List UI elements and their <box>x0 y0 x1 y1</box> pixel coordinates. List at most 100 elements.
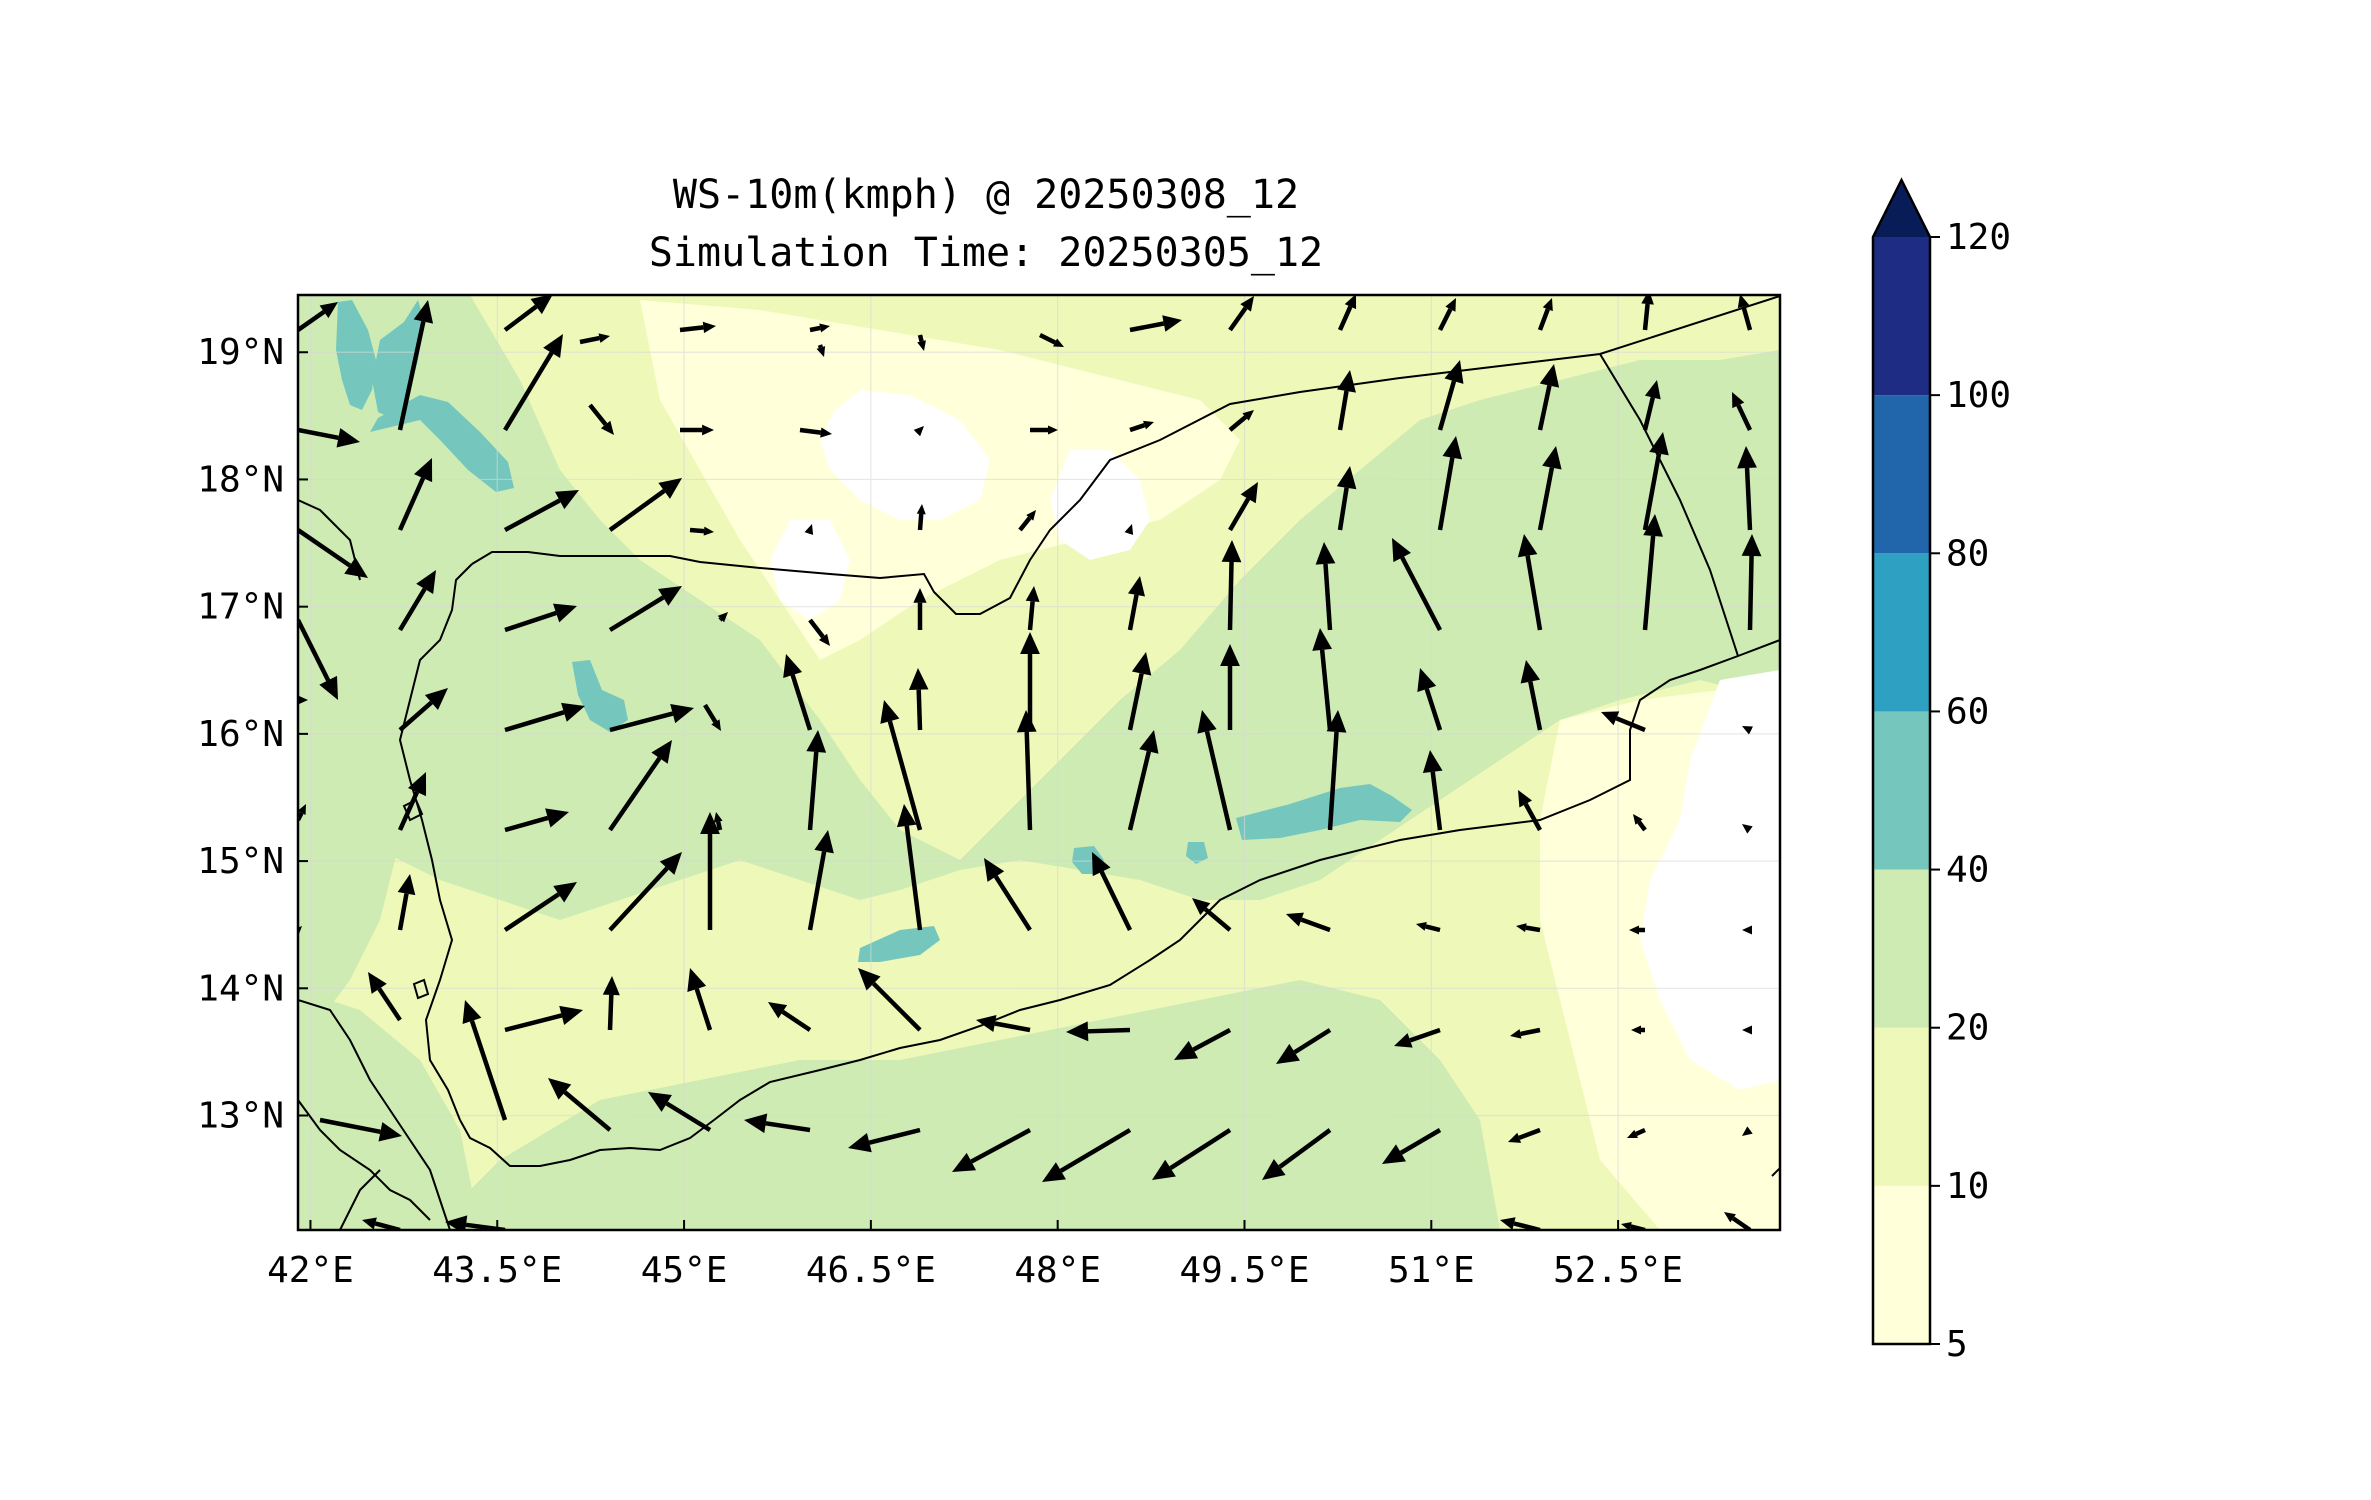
wind-arrow <box>504 603 577 633</box>
yemen-oman-border <box>1599 353 1739 657</box>
wind-arrow <box>1221 540 1242 631</box>
wind-arrow <box>1517 534 1543 631</box>
wind-arrow <box>1025 586 1040 631</box>
wind-arrow <box>504 702 585 733</box>
wind-arrow <box>1642 380 1661 431</box>
wind-arrow <box>917 334 926 351</box>
wind-arrow <box>848 1127 921 1153</box>
wind-arrow <box>1437 360 1464 431</box>
wind-arrow <box>298 302 338 332</box>
wind-arrow <box>1337 295 1357 331</box>
wind-arrow <box>1129 420 1154 433</box>
wind-arrow <box>397 458 433 531</box>
x-tick-label: 51°E <box>1388 1250 1475 1291</box>
wind-arrow <box>913 426 924 437</box>
wind-arrow <box>744 1113 811 1134</box>
wind-arrow <box>1016 710 1037 831</box>
wind-arrow <box>397 874 416 931</box>
wind-arrow <box>1417 668 1443 731</box>
wind-arrow <box>397 300 434 431</box>
colorbar-segment <box>1873 1185 1930 1344</box>
wind-arrow <box>548 1078 612 1132</box>
wind-arrow <box>703 703 721 731</box>
y-tick-label: 15°N <box>197 841 284 882</box>
wind-arrow <box>1066 1021 1131 1042</box>
wind-arrow <box>1042 1128 1132 1182</box>
wind-arrow <box>1642 514 1663 631</box>
wind-arrow <box>1336 466 1357 531</box>
wind-arrow <box>1516 923 1541 933</box>
contour-strong-south <box>858 926 940 962</box>
wind-arrow <box>1020 632 1040 730</box>
wind-arrow <box>1631 1025 1645 1035</box>
wind-arrow <box>913 588 927 630</box>
wind-arrow <box>1732 392 1753 431</box>
contour-moderate-south <box>450 980 1500 1230</box>
wind-arrow <box>1537 446 1562 531</box>
wind-arrow <box>1742 1025 1752 1035</box>
wind-arrow <box>1127 576 1146 631</box>
contour-strong-nw2 <box>372 300 424 420</box>
contour-strong-nw3 <box>370 395 514 492</box>
colorbar-tick-label: 5 <box>1946 1324 1968 1365</box>
south-coastline <box>459 639 1780 1167</box>
wind-arrow <box>952 1128 1032 1172</box>
wind-arrow <box>1038 332 1064 347</box>
wind-arrow <box>1520 660 1543 731</box>
wind-arrow <box>1742 726 1753 735</box>
wind-arrow <box>503 490 579 532</box>
wind-arrow <box>1737 295 1753 331</box>
wind-arrow <box>713 812 723 831</box>
wind-arrow <box>1312 628 1333 731</box>
wind-arrow <box>717 612 728 623</box>
wind-arrow <box>319 1117 402 1142</box>
wind-arrow <box>809 323 830 333</box>
wind-arrow <box>1337 370 1356 431</box>
y-tick-label: 13°N <box>197 1096 284 1137</box>
wind-arrow <box>1018 510 1036 532</box>
africa-coastline-south <box>298 999 451 1230</box>
wind-arrow <box>368 972 402 1022</box>
wind-arrow <box>398 570 436 632</box>
wind-arrow <box>679 321 716 334</box>
wind-arrow <box>896 804 923 931</box>
wind-arrow <box>1724 1212 1752 1230</box>
wind-arrow <box>680 424 714 436</box>
colorbar-tick-label: 10 <box>1946 1166 1989 1207</box>
wind-arrow <box>1537 298 1553 331</box>
y-tick-label: 17°N <box>197 587 284 628</box>
africa-coastline-horn <box>298 1099 431 1221</box>
map-frame <box>296 293 1782 1232</box>
wind-arrow <box>1422 750 1443 831</box>
wind-arrow <box>700 812 720 930</box>
colorbar-outline <box>1871 177 1932 1346</box>
colorbar-tick-label: 120 <box>1946 217 2011 258</box>
wind-arrow <box>768 1002 812 1032</box>
wind-arrow <box>976 1014 1031 1033</box>
wind-arrow <box>1220 644 1240 730</box>
contour-strong-small2 <box>1186 842 1208 864</box>
contour-strong-inland <box>572 660 628 732</box>
wind-arrow <box>1742 1126 1753 1136</box>
wind-arrow <box>908 668 929 731</box>
y-tick-label: 16°N <box>197 714 284 755</box>
colorbar-tick-label: 60 <box>1946 691 1989 732</box>
colorbar-tick-label: 100 <box>1946 375 2011 416</box>
contour-moderate-west <box>298 330 470 1040</box>
wind-arrow <box>1197 710 1233 831</box>
colorbar-segment <box>1873 711 1930 870</box>
wind-arrow <box>1152 1128 1232 1180</box>
wind-arrow <box>1642 432 1669 531</box>
wind-arrow <box>1437 298 1456 332</box>
djibouti-border <box>339 1169 381 1230</box>
island-socotra-edge <box>1771 1167 1780 1177</box>
wind-arrow <box>1737 446 1757 531</box>
wind-arrow <box>1228 482 1258 532</box>
figure-title-line2: Simulation Time: 20250305_12 <box>649 230 1323 276</box>
wind-arrow <box>1392 538 1442 632</box>
wind-arrow <box>608 740 672 832</box>
contour-calm-north <box>820 390 990 520</box>
wind-vectors <box>298 295 1762 1230</box>
wind-arrow <box>804 524 814 535</box>
